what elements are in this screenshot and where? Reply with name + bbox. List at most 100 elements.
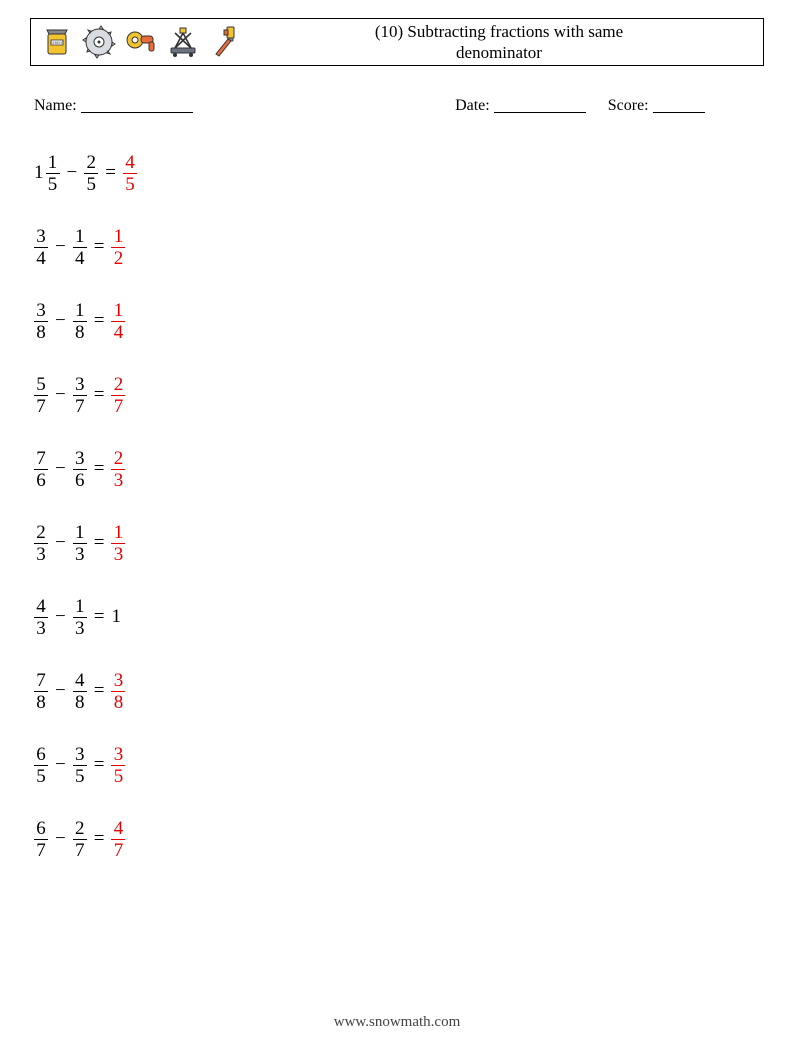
denominator: 8	[34, 692, 48, 713]
numerator: 4	[34, 596, 48, 617]
numerator: 1	[73, 522, 87, 543]
answer-fraction: 35	[111, 744, 125, 787]
fraction: 76	[34, 448, 48, 491]
denominator: 3	[112, 470, 126, 491]
equals-sign: =	[87, 384, 112, 406]
denominator: 4	[34, 248, 48, 269]
denominator: 3	[34, 618, 48, 639]
minus-sign: −	[48, 458, 73, 480]
minus-sign: −	[48, 754, 73, 776]
numerator: 1	[73, 300, 87, 321]
equals-sign: =	[87, 236, 112, 258]
numerator: 2	[84, 152, 98, 173]
footer-url: www.snowmath.com	[0, 1014, 794, 1031]
denominator: 4	[112, 322, 126, 343]
numerator: 6	[34, 818, 48, 839]
numerator: 3	[73, 448, 87, 469]
numerator: 3	[34, 300, 48, 321]
problem-row: 65−35=35	[34, 743, 764, 787]
denominator: 6	[73, 470, 87, 491]
equals-sign: =	[98, 162, 123, 184]
denominator: 5	[46, 174, 60, 195]
fraction: 48	[73, 670, 87, 713]
whole-number: 1	[34, 162, 44, 184]
date-blank[interactable]	[494, 97, 586, 113]
answer-fraction: 23	[111, 448, 125, 491]
denominator: 7	[112, 840, 126, 861]
fraction: 27	[73, 818, 87, 861]
fraction: 35	[73, 744, 87, 787]
numerator: 1	[112, 226, 126, 247]
numerator: 4	[123, 152, 137, 173]
numerator: 1	[73, 226, 87, 247]
fraction: 57	[34, 374, 48, 417]
answer-fraction: 13	[111, 522, 125, 565]
problem-row: 34−14=12	[34, 225, 764, 269]
denominator: 7	[34, 840, 48, 861]
denominator: 7	[34, 396, 48, 417]
denominator: 8	[34, 322, 48, 343]
problem-row: 115−25=45	[34, 151, 764, 195]
minus-sign: −	[48, 384, 73, 406]
numerator: 1	[73, 596, 87, 617]
answer-integer: 1	[111, 606, 121, 628]
saw-blade-icon	[81, 24, 117, 60]
meta-date: Date:	[455, 94, 586, 115]
problem-row: 23−13=13	[34, 521, 764, 565]
denominator: 5	[84, 174, 98, 195]
fraction: 13	[73, 596, 87, 639]
numerator: 7	[34, 448, 48, 469]
fraction: 34	[34, 226, 48, 269]
denominator: 7	[112, 396, 126, 417]
numerator: 1	[46, 152, 60, 173]
meta-name: Name:	[34, 94, 455, 115]
problem-row: 78−48=38	[34, 669, 764, 713]
score-label: Score:	[608, 97, 649, 114]
title-line-2: denominator	[456, 43, 542, 62]
name-label: Name:	[34, 97, 77, 114]
minus-sign: −	[48, 310, 73, 332]
minus-sign: −	[48, 680, 73, 702]
numerator: 2	[112, 448, 126, 469]
denominator: 3	[34, 544, 48, 565]
answer-fraction: 45	[123, 152, 137, 195]
equals-sign: =	[87, 606, 112, 628]
problem-row: 67−27=47	[34, 817, 764, 861]
score-blank[interactable]	[653, 97, 705, 113]
worksheet-title: (10) Subtracting fractions with same den…	[243, 21, 755, 64]
denominator: 5	[73, 766, 87, 787]
answer-fraction: 38	[111, 670, 125, 713]
fraction: 37	[73, 374, 87, 417]
numerator: 7	[34, 670, 48, 691]
answer-fraction: 12	[111, 226, 125, 269]
fraction: 25	[84, 152, 98, 195]
name-blank[interactable]	[81, 97, 193, 113]
denominator: 3	[73, 618, 87, 639]
problem-row: 76−36=23	[34, 447, 764, 491]
denominator: 7	[73, 840, 87, 861]
header-icons: CEMENT	[39, 24, 243, 60]
numerator: 3	[73, 744, 87, 765]
numerator: 3	[112, 744, 126, 765]
numerator: 4	[112, 818, 126, 839]
numerator: 5	[34, 374, 48, 395]
grinder-icon	[123, 24, 159, 60]
minus-sign: −	[60, 162, 85, 184]
numerator: 1	[112, 300, 126, 321]
denominator: 5	[34, 766, 48, 787]
numerator: 4	[73, 670, 87, 691]
fraction: 78	[34, 670, 48, 713]
denominator: 8	[112, 692, 126, 713]
denominator: 3	[112, 544, 126, 565]
denominator: 7	[73, 396, 87, 417]
minus-sign: −	[48, 828, 73, 850]
denominator: 4	[73, 248, 87, 269]
numerator: 1	[112, 522, 126, 543]
numerator: 3	[34, 226, 48, 247]
equals-sign: =	[87, 680, 112, 702]
problem-row: 57−37=27	[34, 373, 764, 417]
fraction: 18	[73, 300, 87, 343]
answer-fraction: 47	[111, 818, 125, 861]
title-line-1: (10) Subtracting fractions with same	[375, 22, 623, 41]
equals-sign: =	[87, 828, 112, 850]
